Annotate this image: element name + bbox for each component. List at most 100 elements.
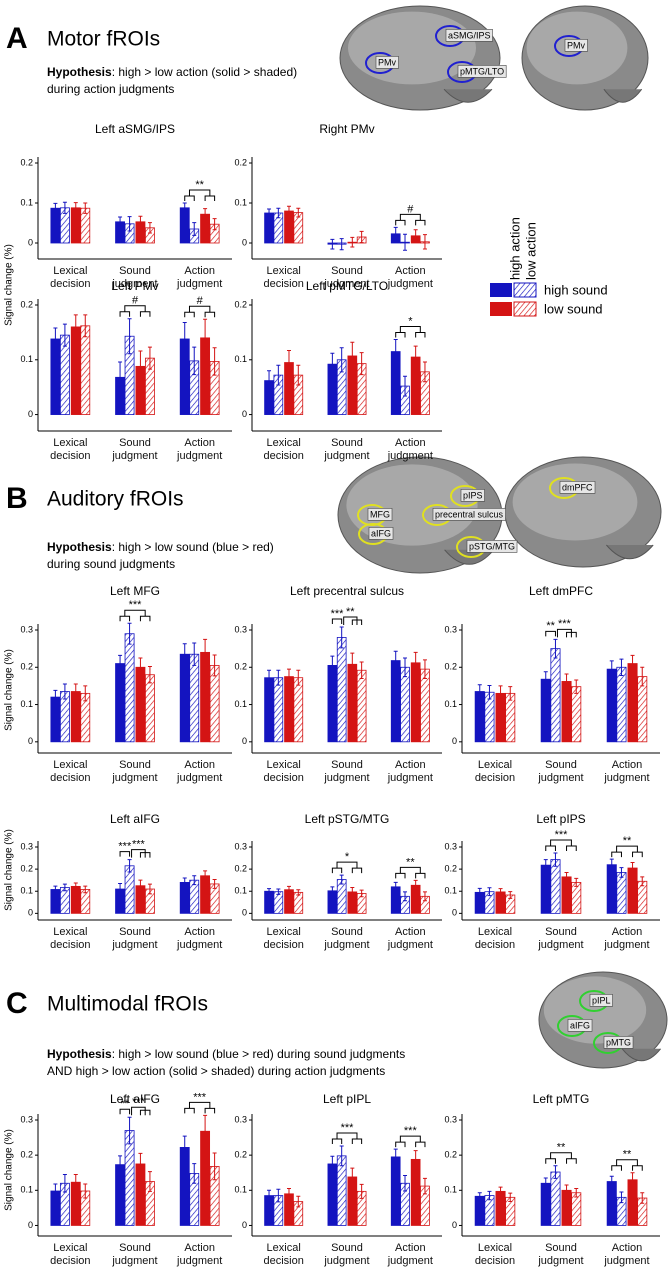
significance-bracket xyxy=(545,845,577,851)
y-tick-label: 0 xyxy=(452,736,457,746)
y-tick-label: 0.2 xyxy=(20,863,33,873)
bar xyxy=(390,1156,401,1226)
hypothesis-label: Hypothesis xyxy=(47,1047,112,1061)
bar xyxy=(124,633,135,743)
chart-title: Left aIFG xyxy=(110,812,160,826)
error-bar xyxy=(53,327,58,351)
x-tick-label-box: Action judgment xyxy=(388,265,433,290)
significance-bracket xyxy=(556,628,572,638)
error-bar xyxy=(73,882,78,891)
error-bar xyxy=(203,638,208,666)
bar xyxy=(284,676,294,743)
error-bar xyxy=(359,1183,364,1199)
y-tick-label: 0.2 xyxy=(20,299,33,309)
x-tick-label-box: Action judgment xyxy=(388,1242,433,1267)
x-tick-label: Sound judgment xyxy=(112,759,158,784)
x-tick-label-box: Sound judgment xyxy=(324,926,370,951)
error-bar xyxy=(403,233,408,251)
x-tick-label-box: Action judgment xyxy=(177,437,222,462)
significance-label: ** xyxy=(346,606,355,618)
error-bar xyxy=(487,685,492,700)
error-bar xyxy=(182,322,187,356)
bar xyxy=(115,663,125,743)
brain-shade xyxy=(348,11,476,85)
error-bar xyxy=(286,1188,291,1200)
error-bar xyxy=(413,345,418,369)
significance-bracket xyxy=(399,213,421,221)
y-tick-label: 0 xyxy=(28,908,33,918)
y-tick-label: 0.3 xyxy=(20,1114,33,1124)
x-tick-label: Sound judgment xyxy=(324,1242,370,1267)
x-tick-label-box: Action judgment xyxy=(604,1242,649,1267)
y-tick-label: 0.1 xyxy=(234,1185,247,1195)
error-bar xyxy=(53,885,58,894)
error-bar xyxy=(393,339,398,365)
x-tick-label-box: Lexical decision xyxy=(263,1242,303,1267)
bar xyxy=(474,691,485,743)
x-tick-label: Sound judgment xyxy=(324,926,370,951)
bar xyxy=(400,666,410,743)
x-tick-label: Lexical decision xyxy=(50,437,91,462)
bar xyxy=(606,1181,617,1226)
error-bar xyxy=(182,643,187,666)
error-bar xyxy=(640,666,645,687)
significance-bracket xyxy=(119,311,151,317)
y-tick-label: 0 xyxy=(242,908,247,918)
y-tick-label: 0.3 xyxy=(20,624,33,634)
x-tick-label-box: Sound judgment xyxy=(112,437,157,462)
error-bar xyxy=(296,889,301,896)
error-bar xyxy=(330,352,335,376)
error-bar xyxy=(640,876,645,887)
y-tick-label: 0.2 xyxy=(20,662,33,672)
roi-label-box xyxy=(375,56,399,69)
error-bar xyxy=(422,891,427,902)
error-bar xyxy=(413,1150,418,1169)
significance-bracket xyxy=(331,867,363,874)
x-tick-label: Action judgment xyxy=(177,1242,223,1267)
error-bar xyxy=(286,885,291,894)
bar xyxy=(327,665,338,743)
x-tick-label-box: Sound judgment xyxy=(324,437,369,462)
x-tick-label-box: Sound judgment xyxy=(112,759,158,784)
error-bar xyxy=(487,887,492,897)
error-bar xyxy=(118,1155,123,1174)
error-bar xyxy=(339,874,344,885)
bar xyxy=(273,677,284,743)
bar xyxy=(336,1155,347,1226)
bar xyxy=(484,691,495,743)
legend-action: low action xyxy=(523,222,538,280)
roi-label: pIPL xyxy=(592,995,611,1005)
significance-label: ** xyxy=(406,856,415,868)
y-tick-label: 0.3 xyxy=(234,841,247,851)
error-bar xyxy=(350,236,355,248)
x-tick-label-box: Action judgment xyxy=(177,265,222,290)
error-bar xyxy=(498,1186,503,1197)
error-bar xyxy=(73,683,78,700)
error-bar xyxy=(508,1192,513,1203)
error-bar xyxy=(350,1167,355,1187)
y-tick-label: 0.2 xyxy=(234,157,247,167)
chart-title: Left precentral sulcus xyxy=(290,584,404,598)
bar xyxy=(540,1182,551,1226)
significance-bracket xyxy=(184,195,216,201)
error-bar xyxy=(192,1163,197,1184)
significance-bracket xyxy=(131,1106,146,1116)
x-tick-label-box: Lexical decision xyxy=(50,265,90,290)
error-bar xyxy=(203,1114,208,1148)
error-bar xyxy=(138,879,143,892)
significance-label: ** xyxy=(121,1098,130,1110)
y-tick-label: 0.3 xyxy=(20,841,33,851)
roi-label: aIFG xyxy=(570,1020,590,1030)
y-tick-label: 0.1 xyxy=(444,1185,457,1195)
significance-bracket xyxy=(124,305,146,312)
chart-title: Left pIPL xyxy=(323,1092,371,1106)
x-tick-label-box: Lexical decision xyxy=(263,926,303,951)
x-tick-label-box: Sound judgment xyxy=(324,759,369,784)
section-letter: B xyxy=(6,482,28,515)
roi-label-box xyxy=(567,1019,593,1032)
bar xyxy=(571,686,582,743)
error-bar xyxy=(118,883,123,896)
error-bar xyxy=(359,352,364,376)
x-tick-label: Lexical decision xyxy=(263,265,304,290)
